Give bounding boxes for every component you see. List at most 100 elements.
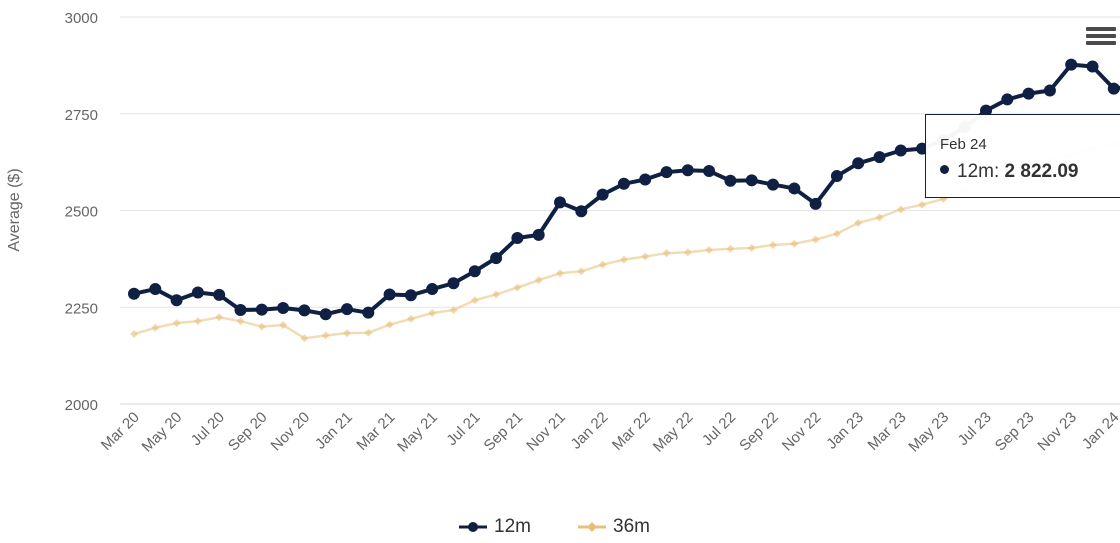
data-point-12m[interactable] <box>788 182 801 195</box>
data-point-12m[interactable] <box>894 144 907 157</box>
data-point-12m[interactable] <box>554 196 566 209</box>
x-tick-label: May 23 <box>905 409 952 456</box>
data-point-12m[interactable] <box>426 283 439 296</box>
data-point-12m[interactable] <box>639 173 652 186</box>
data-point-36m[interactable] <box>896 205 905 214</box>
data-point-12m[interactable] <box>490 252 503 265</box>
data-point-12m[interactable] <box>1001 93 1014 106</box>
data-point-12m[interactable] <box>383 288 396 301</box>
data-point-36m[interactable] <box>449 305 458 314</box>
data-point-36m[interactable] <box>832 229 841 238</box>
legend-36m-marker-icon <box>578 522 606 532</box>
data-point-12m[interactable] <box>362 306 375 319</box>
data-point-36m[interactable] <box>300 334 309 343</box>
x-tick-label: Mar 22 <box>609 409 654 454</box>
data-point-36m[interactable] <box>236 317 245 326</box>
x-tick-label: Mar 20 <box>98 409 143 454</box>
data-point-36m[interactable] <box>130 329 138 338</box>
data-point-12m[interactable] <box>852 157 865 170</box>
data-point-12m[interactable] <box>745 174 758 187</box>
data-point-12m[interactable] <box>447 277 460 290</box>
x-tick-label: Mar 23 <box>865 409 910 454</box>
data-point-12m[interactable] <box>809 197 822 210</box>
data-point-12m[interactable] <box>681 164 694 177</box>
data-point-36m[interactable] <box>321 331 330 340</box>
x-tick-label: Mar 21 <box>353 409 398 454</box>
data-point-12m[interactable] <box>277 302 290 315</box>
data-point-12m[interactable] <box>703 165 716 178</box>
data-point-36m[interactable] <box>513 283 522 292</box>
data-point-12m[interactable] <box>1022 87 1035 100</box>
data-point-36m[interactable] <box>172 319 181 328</box>
legend-item-12m[interactable]: 12m <box>458 516 531 538</box>
data-point-12m[interactable] <box>149 283 162 296</box>
x-tick-label: Jan 21 <box>312 409 356 453</box>
data-point-36m[interactable] <box>279 321 288 330</box>
data-point-12m[interactable] <box>980 104 992 117</box>
data-point-12m[interactable] <box>532 228 545 241</box>
y-tick-label: 3000 <box>65 10 98 27</box>
x-tick-label: Nov 21 <box>523 409 569 455</box>
legend-item-36m[interactable]: 36m <box>577 516 650 538</box>
data-point-36m[interactable] <box>769 240 777 249</box>
data-point-12m[interactable] <box>298 304 311 317</box>
data-point-12m[interactable] <box>191 286 204 299</box>
data-point-12m[interactable] <box>511 231 524 244</box>
data-point-12m[interactable] <box>1043 84 1056 97</box>
data-point-36m[interactable] <box>854 218 863 227</box>
data-point-12m[interactable] <box>724 174 737 187</box>
data-point-36m[interactable] <box>705 245 714 254</box>
data-point-12m[interactable] <box>660 166 673 179</box>
data-point-36m[interactable] <box>790 239 799 248</box>
data-point-12m[interactable] <box>830 170 843 183</box>
data-point-12m[interactable] <box>596 188 609 201</box>
data-point-12m[interactable] <box>255 303 268 316</box>
data-point-12m[interactable] <box>170 294 183 307</box>
data-point-36m[interactable] <box>406 314 415 323</box>
y-tick-labels: 3000 2750 2500 2250 2000 <box>65 10 98 414</box>
data-point-12m[interactable] <box>1107 82 1120 95</box>
data-point-36m[interactable] <box>193 317 202 326</box>
data-point-12m[interactable] <box>1065 58 1078 71</box>
y-tick-label: 2000 <box>65 397 98 414</box>
data-point-36m[interactable] <box>577 267 586 276</box>
data-point-12m[interactable] <box>341 303 353 316</box>
chart-tooltip: Feb 24 12m: 2 822.09 <box>925 114 1120 198</box>
data-point-12m[interactable] <box>767 178 779 191</box>
hamburger-menu-icon[interactable] <box>1086 24 1116 52</box>
data-point-36m[interactable] <box>918 200 927 209</box>
data-point-36m[interactable] <box>662 249 671 258</box>
data-point-36m[interactable] <box>726 244 735 253</box>
data-point-36m[interactable] <box>875 213 884 222</box>
data-point-36m[interactable] <box>683 248 692 257</box>
data-point-36m[interactable] <box>257 322 266 331</box>
data-point-36m[interactable] <box>470 296 479 305</box>
data-point-36m[interactable] <box>619 255 628 264</box>
data-point-12m[interactable] <box>873 151 886 164</box>
data-point-12m[interactable] <box>1086 60 1099 73</box>
data-point-36m[interactable] <box>364 328 373 337</box>
data-point-36m[interactable] <box>556 269 564 278</box>
data-point-36m[interactable] <box>811 235 820 244</box>
data-point-12m[interactable] <box>234 303 247 316</box>
data-point-36m[interactable] <box>428 309 437 318</box>
data-point-36m[interactable] <box>343 329 351 338</box>
data-point-36m[interactable] <box>641 252 650 261</box>
data-point-12m[interactable] <box>468 265 481 278</box>
x-tick-label: Jan 23 <box>823 409 867 453</box>
data-point-12m[interactable] <box>617 177 630 190</box>
data-point-12m[interactable] <box>213 288 226 301</box>
data-point-12m[interactable] <box>128 287 140 300</box>
data-point-12m[interactable] <box>404 289 417 302</box>
data-point-12m[interactable] <box>575 205 588 218</box>
y-tick-label: 2500 <box>65 204 98 221</box>
data-point-36m[interactable] <box>385 320 394 329</box>
data-point-36m[interactable] <box>747 244 756 253</box>
data-point-36m[interactable] <box>151 323 160 332</box>
data-point-36m[interactable] <box>492 290 501 299</box>
data-point-36m[interactable] <box>598 260 607 269</box>
tooltip-series-label: 12m: <box>957 161 1000 182</box>
data-point-36m[interactable] <box>534 276 543 285</box>
data-point-12m[interactable] <box>319 308 332 321</box>
data-point-36m[interactable] <box>215 313 224 322</box>
